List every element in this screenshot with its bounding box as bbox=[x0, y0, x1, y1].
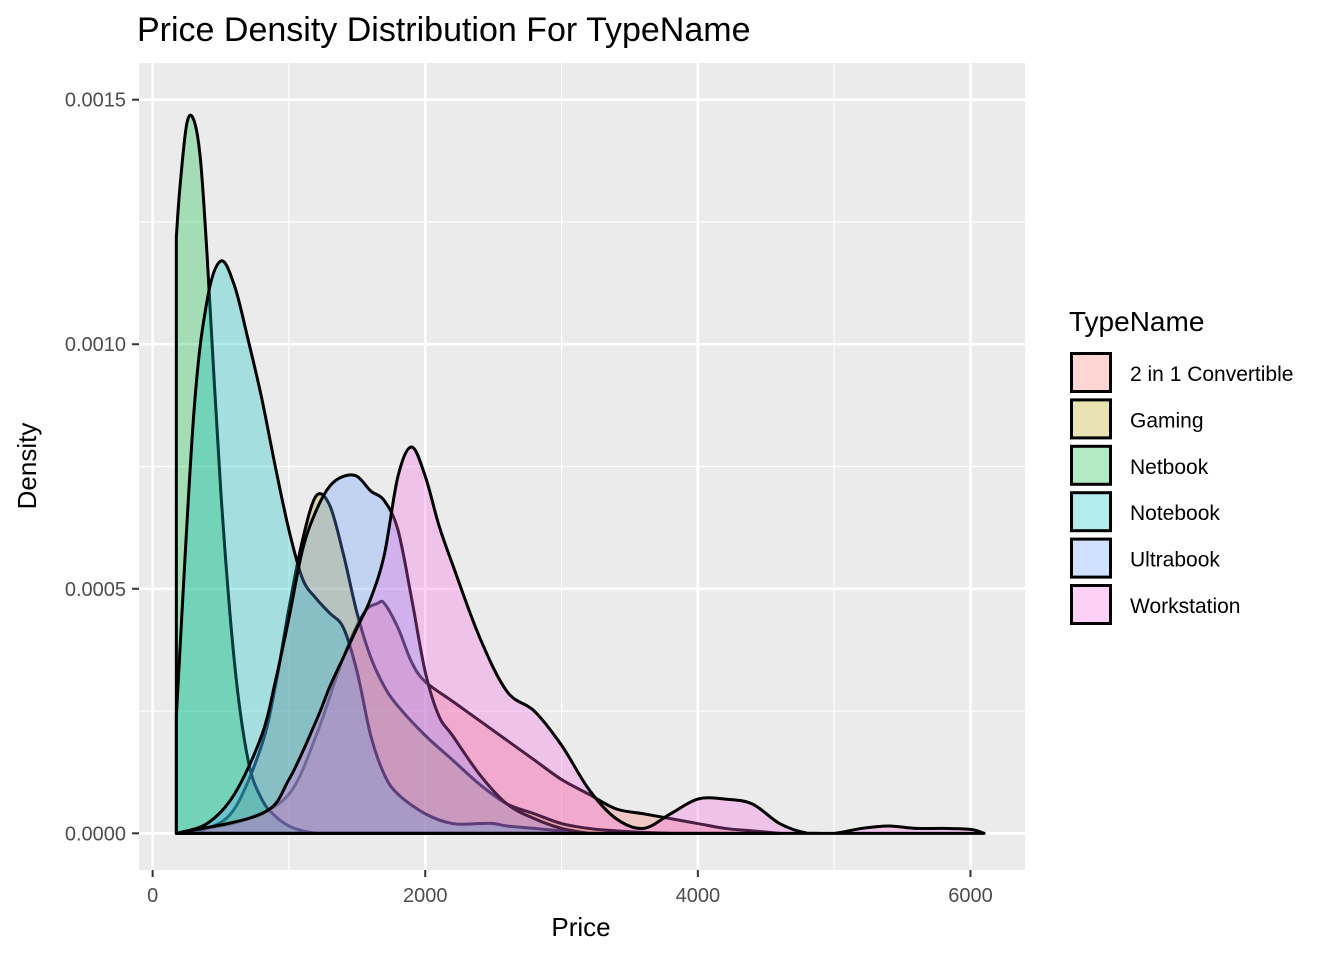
legend-swatch-netbook bbox=[1070, 444, 1112, 486]
chart-title: Price Density Distribution For TypeName bbox=[137, 11, 750, 49]
x-tick-label: 2000 bbox=[403, 885, 448, 907]
density-area-netbook bbox=[174, 113, 318, 835]
density-area-notebook bbox=[174, 259, 591, 835]
y-tick-label: 0.0000 bbox=[65, 823, 126, 845]
legend-label-2-in-1-convertible: 2 in 1 Convertible bbox=[1130, 363, 1293, 386]
y-tick-label: 0.0010 bbox=[65, 334, 126, 356]
y-axis: 0.0000 0.0005 0.0010 0.0015 bbox=[65, 90, 139, 845]
y-tick-label: 0.0015 bbox=[65, 90, 126, 112]
legend-key-bg bbox=[1070, 444, 1112, 486]
legend-label-gaming: Gaming bbox=[1130, 409, 1204, 432]
y-axis-title: Density bbox=[12, 423, 42, 510]
legend-swatch-ultrabook bbox=[1070, 537, 1112, 579]
x-tick-label: 4000 bbox=[676, 885, 721, 907]
density-area-2-in-1-convertible bbox=[174, 599, 782, 835]
y-tick-label: 0.0005 bbox=[65, 579, 126, 601]
legend-key-bg bbox=[1070, 398, 1112, 440]
legend-label-ultrabook: Ultrabook bbox=[1130, 549, 1220, 572]
legend-swatch-2-in-1-convertible bbox=[1070, 352, 1112, 393]
legend-label-netbook: Netbook bbox=[1130, 456, 1209, 479]
legend-key-bg bbox=[1070, 537, 1112, 579]
legend-swatch-gaming bbox=[1070, 398, 1112, 440]
legend-swatch-workstation bbox=[1070, 584, 1112, 625]
x-tick-label: 0 bbox=[147, 885, 158, 907]
density-area-workstation bbox=[174, 445, 986, 835]
legend: TypeName 2 in 1 Convertible Gaming Netbook… bbox=[1069, 306, 1293, 625]
legend-key-bg bbox=[1070, 584, 1112, 625]
legend-title: TypeName bbox=[1069, 306, 1204, 337]
legend-label-workstation: Workstation bbox=[1130, 595, 1241, 618]
legend-key-bg bbox=[1070, 491, 1112, 533]
x-tick-label: 6000 bbox=[948, 885, 993, 907]
x-axis-title: Price bbox=[551, 912, 610, 942]
legend-label-notebook: Notebook bbox=[1130, 502, 1220, 525]
density-area-ultrabook bbox=[174, 473, 591, 835]
legend-swatch-notebook bbox=[1070, 491, 1112, 533]
density-areas bbox=[174, 113, 986, 835]
legend-key-bg bbox=[1070, 352, 1112, 393]
x-axis: 0 2000 4000 6000 bbox=[147, 870, 993, 907]
